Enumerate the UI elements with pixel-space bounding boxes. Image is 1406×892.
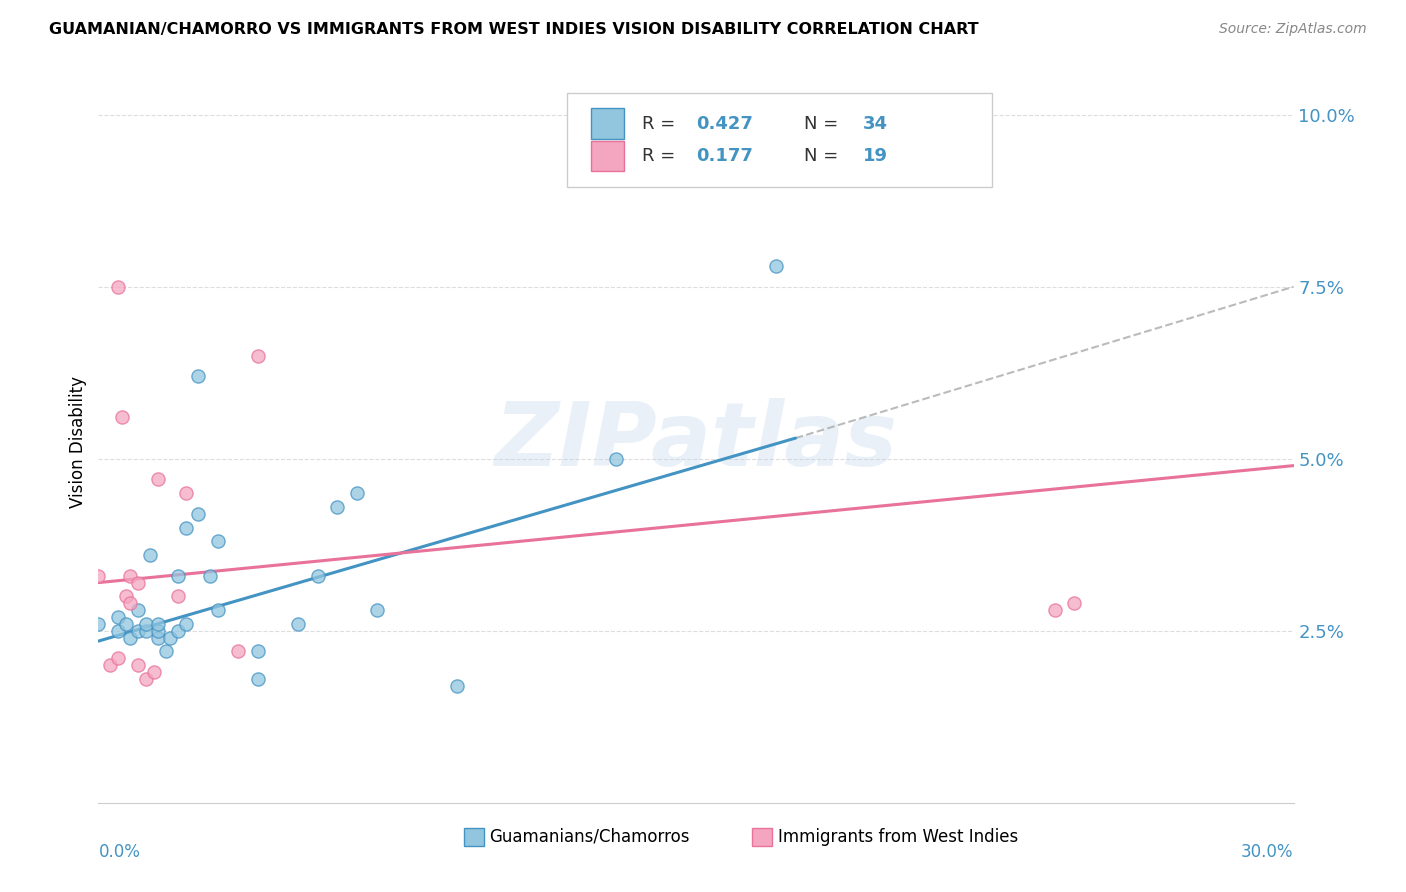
Point [246, 349, 269, 363]
Bar [591, 109, 624, 139]
Point [174, 616, 197, 631]
Point [115, 616, 138, 631]
Point [107, 279, 129, 293]
Point [174, 520, 197, 534]
Text: N =: N = [804, 147, 844, 165]
Point [107, 624, 129, 638]
Point [139, 548, 162, 562]
Point [366, 603, 388, 617]
Point [135, 672, 157, 686]
Point [287, 616, 309, 631]
Point [307, 568, 329, 582]
Text: Immigrants from West Indies: Immigrants from West Indies [778, 828, 1018, 846]
Point [207, 534, 229, 549]
Text: 0.0%: 0.0% [98, 843, 141, 861]
Point [127, 603, 149, 617]
Point [148, 616, 170, 631]
Text: R =: R = [643, 115, 681, 133]
Point [167, 568, 190, 582]
Text: 0.427: 0.427 [696, 115, 752, 133]
Point [107, 610, 129, 624]
Point [346, 486, 368, 500]
Point [148, 631, 170, 645]
Point [107, 651, 129, 665]
Point [167, 624, 190, 638]
Point [159, 631, 181, 645]
Text: Source: ZipAtlas.com: Source: ZipAtlas.com [1219, 22, 1367, 37]
Bar [591, 141, 624, 171]
Text: 34: 34 [863, 115, 889, 133]
Point [1063, 596, 1085, 610]
Point [127, 624, 149, 638]
Point [167, 590, 190, 604]
Point [120, 596, 142, 610]
Point [1043, 603, 1066, 617]
Point [198, 568, 221, 582]
Point [111, 410, 134, 425]
Point [87, 568, 110, 582]
Point [135, 624, 157, 638]
Point [246, 672, 269, 686]
Point [226, 644, 249, 658]
Point [98, 658, 122, 673]
Text: R =: R = [643, 147, 681, 165]
Text: ZIPatlas: ZIPatlas [495, 398, 897, 485]
Point [207, 603, 229, 617]
Text: Guamanians/Chamorros: Guamanians/Chamorros [489, 828, 690, 846]
Point [115, 590, 138, 604]
Point [174, 486, 197, 500]
Point [87, 616, 110, 631]
Point [120, 631, 142, 645]
FancyBboxPatch shape [567, 93, 993, 187]
Point [143, 665, 166, 679]
Text: 0.177: 0.177 [696, 147, 752, 165]
Point [155, 644, 177, 658]
Text: GUAMANIAN/CHAMORRO VS IMMIGRANTS FROM WEST INDIES VISION DISABILITY CORRELATION : GUAMANIAN/CHAMORRO VS IMMIGRANTS FROM WE… [49, 22, 979, 37]
Text: 30.0%: 30.0% [1241, 843, 1294, 861]
Point [148, 624, 170, 638]
Point [120, 568, 142, 582]
Text: 19: 19 [863, 147, 889, 165]
Point [605, 451, 627, 466]
Point [148, 472, 170, 486]
Point [187, 369, 209, 384]
Point [326, 500, 349, 514]
Point [187, 507, 209, 521]
Point [127, 575, 149, 590]
Text: N =: N = [804, 115, 844, 133]
Point [135, 616, 157, 631]
Y-axis label: Vision Disability: Vision Disability [69, 376, 87, 508]
Point [765, 259, 787, 273]
Point [246, 644, 269, 658]
Point [127, 658, 149, 673]
Point [446, 679, 468, 693]
